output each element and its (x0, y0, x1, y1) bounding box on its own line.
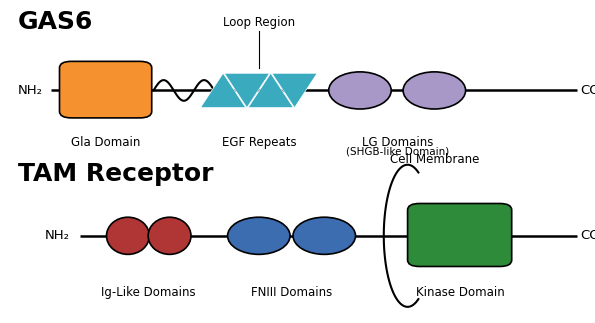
Text: Kinase Domain: Kinase Domain (415, 286, 505, 299)
Ellipse shape (403, 72, 465, 109)
Text: FNIII Domains: FNIII Domains (251, 286, 332, 299)
Text: LG Domains: LG Domains (362, 136, 433, 149)
Text: TAM Receptor: TAM Receptor (18, 162, 214, 185)
Ellipse shape (148, 217, 191, 255)
Polygon shape (201, 73, 246, 108)
Text: (SHGB-like Domain): (SHGB-like Domain) (346, 147, 449, 157)
Text: COOH: COOH (580, 229, 595, 242)
Polygon shape (248, 73, 293, 108)
Text: Gla Domain: Gla Domain (71, 136, 140, 149)
Text: GAS6: GAS6 (18, 10, 93, 34)
Ellipse shape (293, 217, 356, 255)
Ellipse shape (328, 72, 392, 109)
Ellipse shape (107, 217, 149, 255)
Text: NH₂: NH₂ (45, 229, 70, 242)
Ellipse shape (227, 217, 290, 255)
FancyBboxPatch shape (408, 203, 512, 266)
Text: Loop Region: Loop Region (223, 16, 295, 29)
FancyBboxPatch shape (60, 61, 152, 118)
Text: Cell Membrane: Cell Membrane (390, 153, 479, 166)
Text: NH₂: NH₂ (18, 84, 43, 97)
Text: Ig-Like Domains: Ig-Like Domains (101, 286, 196, 299)
Text: EGF Repeats: EGF Repeats (221, 136, 296, 149)
Text: COOH: COOH (580, 84, 595, 97)
Polygon shape (224, 73, 270, 108)
Polygon shape (272, 73, 317, 108)
